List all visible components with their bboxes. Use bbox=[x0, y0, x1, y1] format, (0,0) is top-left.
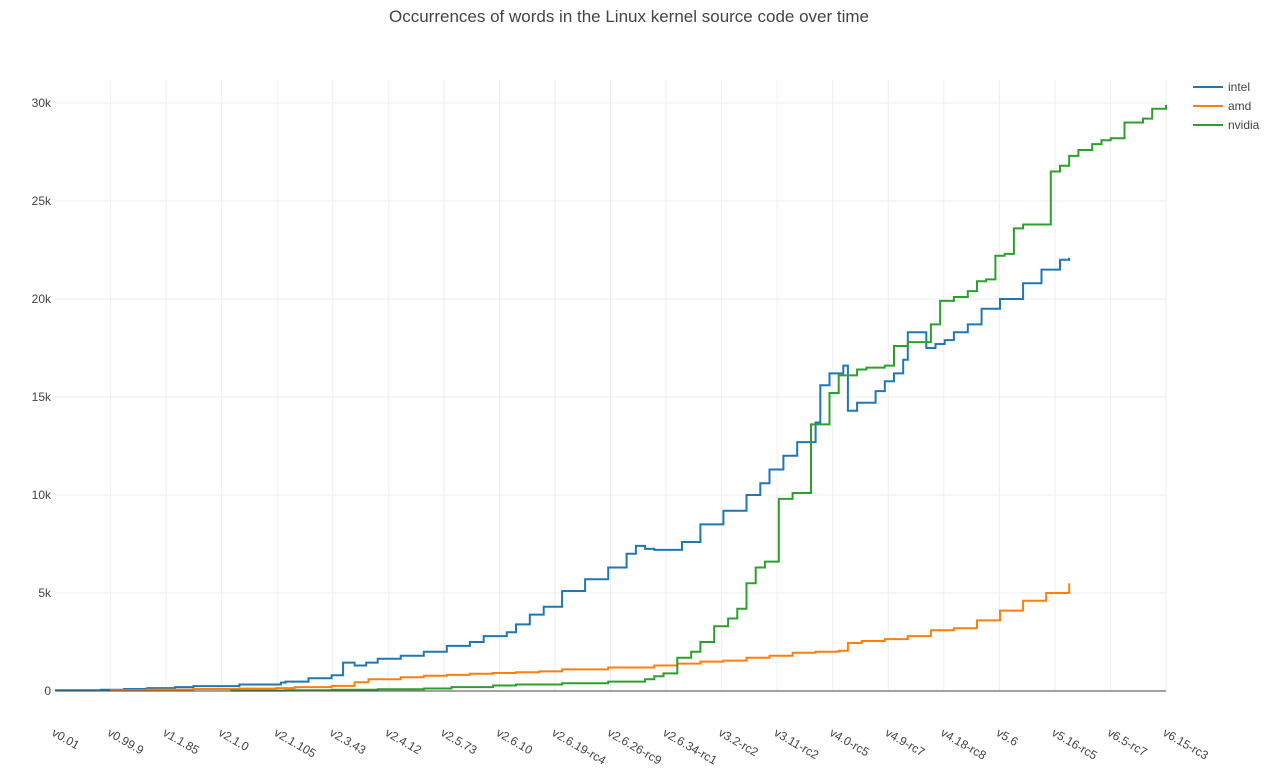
y-tick-label: 20k bbox=[32, 292, 52, 306]
x-tick-label: v2.6.34-rc1 bbox=[661, 725, 720, 767]
x-tick-label: v2.6.19-rc4 bbox=[549, 725, 608, 767]
x-tick-label: v5.16-rc5 bbox=[1049, 725, 1100, 762]
x-tick-label: v0.99.9 bbox=[105, 725, 146, 757]
x-tick-label: v1.1.85 bbox=[161, 725, 202, 757]
legend-item-intel[interactable]: intel bbox=[1193, 80, 1250, 94]
x-tick-label: v2.1.0 bbox=[216, 725, 252, 754]
series-line-nvidia bbox=[230, 104, 1167, 692]
legend-label: intel bbox=[1228, 80, 1250, 94]
x-tick-label: v6.15-rc3 bbox=[1161, 725, 1212, 762]
series-line-amd bbox=[110, 583, 1071, 692]
x-tick-label: v4.18-rc8 bbox=[938, 725, 989, 762]
legend-item-nvidia[interactable]: nvidia bbox=[1193, 118, 1260, 132]
y-tick-label: 15k bbox=[32, 390, 52, 404]
y-tick-label: 5k bbox=[38, 586, 52, 600]
legend-label: amd bbox=[1228, 99, 1251, 113]
chart-title: Occurrences of words in the Linux kernel… bbox=[388, 7, 869, 26]
x-tick-label: v4.9-rc7 bbox=[883, 725, 928, 759]
x-tick-label: v2.1.105 bbox=[272, 725, 319, 760]
x-tick-label: v0.01 bbox=[50, 725, 83, 752]
series-lines bbox=[55, 104, 1167, 692]
x-tick-label: v3.2-rc2 bbox=[716, 725, 761, 759]
x-axis-ticks: v0.01 v0.99.9 v1.1.85 v2.1.0 v2.1.105 v2.3.43… bbox=[50, 725, 1212, 767]
y-tick-label: 25k bbox=[32, 194, 52, 208]
y-gridlines bbox=[55, 102, 1166, 594]
legend[interactable]: intel amd nvidia bbox=[1193, 80, 1260, 132]
legend-label: nvidia bbox=[1228, 118, 1260, 132]
x-tick-label: v3.11-rc2 bbox=[772, 725, 822, 762]
y-tick-label: 10k bbox=[32, 488, 52, 502]
x-gridlines bbox=[110, 80, 1167, 691]
y-tick-label: 0 bbox=[44, 684, 51, 698]
legend-item-amd[interactable]: amd bbox=[1193, 99, 1251, 113]
x-tick-label: v2.5.73 bbox=[438, 725, 479, 757]
x-tick-label: v2.6.10 bbox=[494, 725, 535, 757]
y-tick-label: 30k bbox=[32, 96, 52, 110]
x-tick-label: v2.3.43 bbox=[327, 725, 368, 757]
x-tick-label: v6.5-rc7 bbox=[1105, 725, 1150, 759]
x-tick-label: v2.4.12 bbox=[383, 725, 424, 757]
x-tick-label: v2.6.26-rc9 bbox=[605, 725, 664, 767]
series-line-intel bbox=[55, 257, 1071, 692]
x-tick-label: v5.6 bbox=[994, 725, 1021, 749]
y-axis-ticks: 0 5k 10k 15k 20k 25k 30k bbox=[32, 96, 52, 698]
x-tick-label: v4.0-rc5 bbox=[827, 725, 872, 759]
